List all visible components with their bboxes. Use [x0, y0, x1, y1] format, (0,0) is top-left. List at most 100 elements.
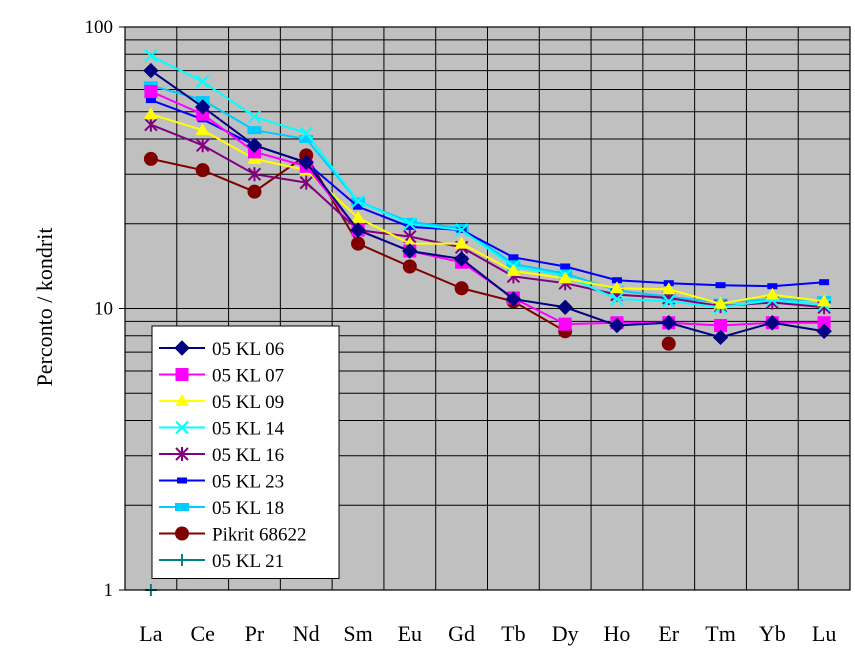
data-point	[712, 329, 729, 346]
data-point	[299, 126, 313, 140]
data-point	[454, 236, 469, 249]
data-point	[299, 135, 314, 144]
data-point	[402, 243, 418, 259]
data-point	[175, 394, 189, 406]
data-point	[175, 420, 189, 435]
legend-entry: 05 KL 06	[159, 339, 284, 360]
data-point	[175, 368, 189, 381]
data-point	[175, 503, 189, 511]
y-tick-label: 100	[85, 17, 114, 38]
data-point	[143, 107, 158, 120]
data-point	[609, 317, 625, 334]
data-point	[247, 126, 262, 135]
data-point	[194, 99, 211, 115]
data-point	[453, 251, 470, 267]
series-line	[150, 113, 825, 305]
y-axis-label: Perconto / kondrit	[32, 228, 57, 387]
data-point	[177, 477, 187, 484]
legend-entry: 05 KL 16	[159, 445, 284, 466]
data-point	[661, 336, 676, 351]
data-point	[454, 281, 469, 296]
series-line	[150, 123, 825, 309]
x-tick-label: Gd	[448, 621, 475, 646]
x-tick-label: Dy	[552, 621, 579, 646]
data-point	[558, 317, 572, 331]
series-line	[150, 54, 825, 309]
data-point	[557, 299, 573, 315]
legend-entry: 05 KL 21	[159, 551, 284, 572]
x-tick-label: Eu	[398, 621, 422, 646]
legend-entry: 05 KL 23	[159, 472, 284, 493]
data-point	[715, 282, 726, 289]
data-point	[816, 323, 832, 339]
data-point	[143, 62, 159, 79]
data-point	[144, 49, 158, 63]
legend-entry: Pikrit 68622	[159, 525, 306, 546]
data-point	[353, 203, 364, 210]
data-point	[817, 294, 832, 307]
data-point	[175, 447, 189, 461]
data-point	[403, 217, 417, 231]
data-point	[195, 163, 210, 178]
legend-label: 05 KL 23	[212, 472, 284, 493]
data-point	[662, 294, 676, 309]
data-point	[175, 526, 189, 541]
data-point	[661, 315, 677, 331]
series-line	[150, 69, 825, 339]
data-point	[174, 340, 190, 356]
data-point	[144, 85, 158, 99]
data-point	[195, 74, 210, 89]
data-point	[454, 223, 469, 237]
legend-entry: 05 KL 14	[159, 419, 285, 440]
data-point	[714, 319, 728, 333]
data-point	[247, 167, 262, 182]
data-point	[299, 175, 313, 190]
data-point	[247, 184, 262, 199]
legend-entry: 05 KL 07	[159, 366, 284, 387]
data-point	[505, 291, 522, 307]
data-point	[145, 97, 156, 104]
data-point	[351, 210, 366, 223]
data-point	[817, 316, 831, 330]
data-point	[610, 292, 624, 306]
data-point	[402, 217, 417, 226]
x-tick-label: Sm	[343, 621, 372, 646]
data-point	[351, 236, 366, 251]
legend-label: 05 KL 18	[212, 498, 284, 519]
x-tick-label: Nd	[293, 621, 320, 646]
data-point	[506, 263, 521, 276]
legend-entry: 05 KL 18	[159, 498, 284, 519]
x-tick-label: La	[139, 621, 162, 646]
legend-label: 05 KL 14	[212, 419, 285, 440]
data-point	[176, 554, 188, 566]
data-point	[195, 123, 210, 136]
data-point	[609, 281, 624, 294]
x-tick-label: Tb	[501, 621, 525, 646]
data-point	[767, 283, 778, 290]
legend-entry: 05 KL 09	[159, 392, 284, 413]
y-tick-label: 10	[94, 299, 113, 320]
legend-label: 05 KL 21	[212, 551, 284, 572]
data-point	[143, 151, 158, 166]
x-tick-label: Yb	[759, 621, 786, 646]
y-tick-label: 1	[104, 580, 114, 601]
data-point	[560, 263, 571, 270]
data-point	[195, 138, 210, 153]
legend-label: Pikrit 68622	[212, 525, 306, 546]
series-05-kl-06	[143, 62, 832, 346]
data-point	[508, 254, 519, 261]
data-point	[144, 117, 158, 132]
legend-label: 05 KL 16	[212, 445, 284, 466]
x-tick-label: Pr	[245, 621, 265, 646]
data-point	[558, 271, 573, 284]
data-point	[713, 296, 728, 309]
legend-label: 05 KL 09	[212, 392, 284, 413]
data-point	[765, 287, 780, 300]
data-point	[298, 154, 314, 171]
x-tick-label: Ho	[604, 621, 631, 646]
data-point	[404, 223, 415, 230]
x-tick-label: Ce	[190, 621, 214, 646]
legend-label: 05 KL 06	[212, 339, 284, 360]
data-point	[819, 279, 830, 286]
